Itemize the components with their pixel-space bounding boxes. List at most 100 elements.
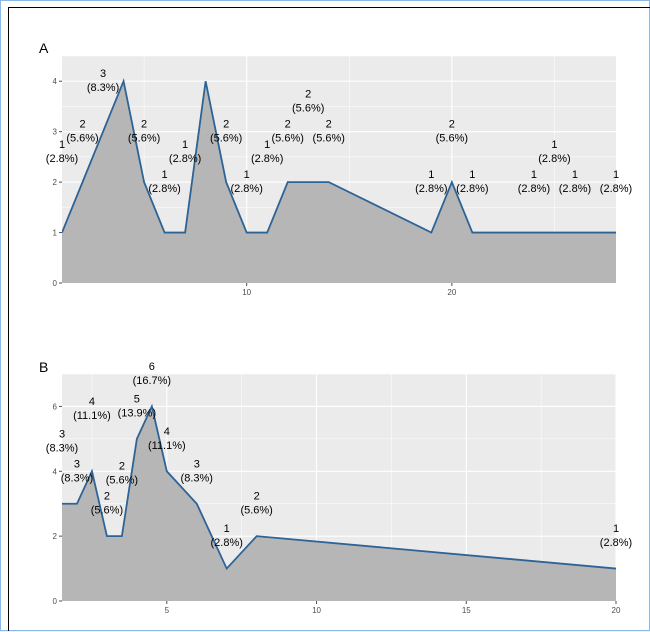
data-label-percent: (8.3%) — [87, 82, 119, 94]
area-fill — [62, 81, 616, 283]
y-tick-label: 0 — [53, 597, 58, 606]
data-label-count: 2 — [79, 119, 85, 131]
panel-content — [62, 56, 616, 283]
data-label-count: 1 — [264, 139, 270, 151]
data-label-percent: (5.6%) — [436, 133, 468, 145]
area-line — [62, 403, 616, 571]
panel-tag: B — [39, 359, 48, 375]
data-label: 3 (8.3%) — [46, 428, 78, 454]
data-label-count: 4 — [89, 396, 95, 408]
data-label-count: 1 — [59, 139, 65, 151]
y-tick-label: 2 — [53, 178, 58, 187]
data-label: 1 (2.8%) — [600, 169, 632, 195]
data-label: 1 (2.8%) — [230, 169, 262, 195]
data-label: 6 (16.7%) — [133, 361, 172, 387]
panel-tag: A — [39, 40, 49, 56]
data-label: 1 (2.8%) — [538, 139, 570, 165]
data-label-count: 1 — [162, 169, 168, 181]
data-label-count: 1 — [572, 169, 578, 181]
data-label-percent: (13.9%) — [118, 407, 157, 419]
data-label-percent: (8.3%) — [46, 442, 78, 454]
x-tick-label: 10 — [312, 606, 321, 615]
data-label-percent: (5.6%) — [128, 133, 160, 145]
data-label: 2 (5.6%) — [66, 119, 98, 145]
data-label-count: 2 — [449, 119, 455, 131]
data-label: 2 (5.6%) — [292, 89, 324, 115]
y-tick-label: 4 — [53, 77, 58, 86]
data-labels: 1(2.8%)2(5.6%)3(8.3%)2(5.6%)1(2.8%)1(2.8… — [46, 68, 632, 195]
data-label: 2 (5.6%) — [272, 119, 304, 145]
data-label-percent: (5.6%) — [292, 103, 324, 115]
x-tick-label: 20 — [447, 288, 456, 297]
data-label: 1 (2.8%) — [251, 139, 283, 165]
data-label-percent: (2.8%) — [518, 183, 550, 195]
data-label: 1 (2.8%) — [148, 169, 180, 195]
data-label-percent: (2.8%) — [415, 183, 447, 195]
data-label-percent: (5.6%) — [272, 133, 304, 145]
data-label-count: 3 — [100, 68, 106, 80]
data-label-percent: (2.8%) — [148, 183, 180, 195]
area-line — [62, 78, 616, 234]
data-label: 1 (2.8%) — [210, 523, 242, 549]
data-label-count: 1 — [613, 169, 619, 181]
data-label: 3 (8.3%) — [181, 458, 213, 484]
data-label: 1 (2.8%) — [46, 139, 78, 165]
y-tick-label: 2 — [53, 532, 58, 541]
data-label-percent: (8.3%) — [181, 472, 213, 484]
plot-frame — [8, 7, 650, 631]
y-tick-label: 1 — [53, 229, 58, 238]
data-label-percent: (2.8%) — [169, 153, 201, 165]
data-label-count: 3 — [59, 428, 65, 440]
y-tick-label: 3 — [53, 128, 58, 137]
data-label: 1 (2.8%) — [518, 169, 550, 195]
data-label: 4 (11.1%) — [148, 426, 186, 452]
data-label: 2 (5.6%) — [313, 119, 345, 145]
data-label-count: 6 — [149, 361, 155, 373]
data-label-count: 1 — [224, 523, 230, 535]
data-label-count: 2 — [305, 89, 311, 101]
data-label: 1 (2.8%) — [600, 523, 632, 549]
data-label: 5 (13.9%) — [118, 393, 157, 419]
data-label-percent: (2.8%) — [230, 183, 262, 195]
data-label-percent: (5.6%) — [91, 505, 123, 517]
x-tick-label: 15 — [462, 606, 471, 615]
data-label-count: 2 — [223, 119, 229, 131]
area-fill — [62, 406, 616, 601]
data-label-percent: (2.8%) — [210, 537, 242, 549]
data-label-percent: (2.8%) — [251, 153, 283, 165]
data-label: 2 (5.6%) — [210, 119, 242, 145]
data-label-count: 1 — [182, 139, 188, 151]
data-label: 4 (11.1%) — [73, 396, 111, 422]
data-label-count: 1 — [551, 139, 557, 151]
data-label-count: 1 — [613, 523, 619, 535]
data-label: 3 (8.3%) — [87, 68, 119, 94]
data-label-percent: (11.1%) — [73, 410, 111, 422]
data-label-count: 1 — [469, 169, 475, 181]
data-label: 2 (5.6%) — [436, 119, 468, 145]
data-label-percent: (2.8%) — [600, 537, 632, 549]
y-tick-label: 0 — [53, 279, 58, 288]
data-label: 1 (2.8%) — [456, 169, 488, 195]
data-label-count: 2 — [104, 491, 110, 503]
data-label: 2 (5.6%) — [106, 461, 138, 487]
data-label-percent: (5.6%) — [106, 475, 138, 487]
data-label-percent: (16.7%) — [133, 375, 172, 387]
data-label-count: 2 — [326, 119, 332, 131]
data-label-count: 3 — [74, 458, 80, 470]
data-label-percent: (2.8%) — [600, 183, 632, 195]
data-label-percent: (5.6%) — [66, 133, 98, 145]
data-label-percent: (8.3%) — [61, 472, 93, 484]
data-labels: 3(8.3%)3(8.3%)4(11.1%)2(5.6%)2(5.6%)5(13… — [46, 361, 632, 549]
data-label-count: 5 — [134, 393, 140, 405]
data-label: 1 (2.8%) — [415, 169, 447, 195]
data-label: 3 (8.3%) — [61, 458, 93, 484]
data-label-percent: (2.8%) — [559, 183, 591, 195]
data-label: 1 (2.8%) — [559, 169, 591, 195]
data-label-percent: (2.8%) — [538, 153, 570, 165]
x-tick-label: 20 — [612, 606, 621, 615]
data-label: 2 (5.6%) — [240, 491, 272, 517]
data-label-percent: (5.6%) — [313, 133, 345, 145]
